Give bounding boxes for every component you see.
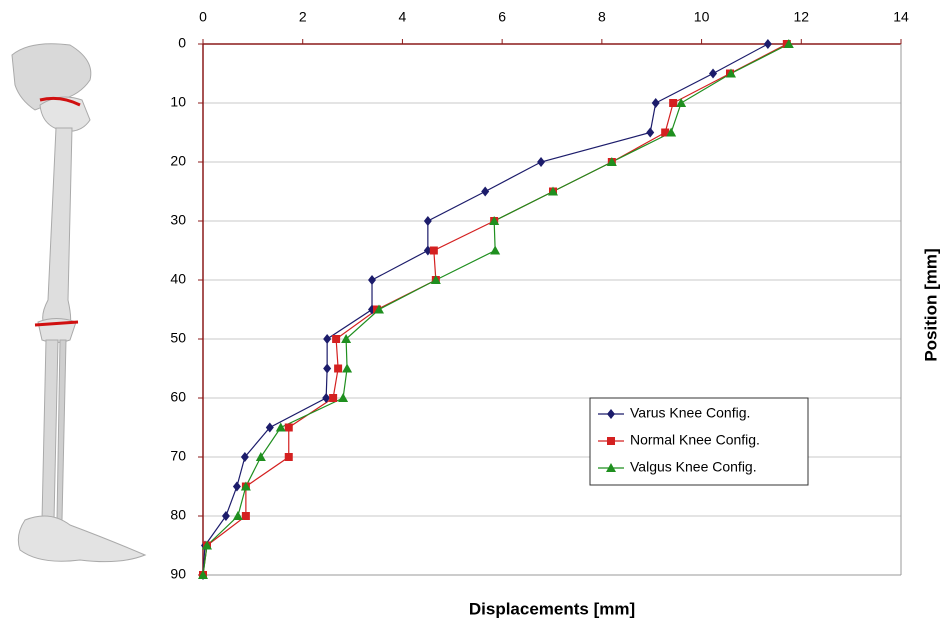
marker (607, 409, 615, 419)
leg-illustration (11, 43, 147, 563)
x-tick-label: 14 (893, 9, 909, 25)
marker (651, 98, 660, 108)
marker (607, 437, 615, 445)
marker (368, 275, 377, 285)
x-tick-label: 6 (498, 9, 506, 25)
legend: Varus Knee Config. Normal Knee Config. Val… (589, 397, 809, 486)
legend-box (589, 397, 809, 486)
y-tick-label: 80 (170, 507, 186, 523)
marker (537, 157, 546, 167)
marker (334, 364, 343, 373)
marker (323, 334, 332, 344)
marker (709, 68, 718, 79)
y-tick-label: 30 (170, 212, 186, 228)
marker (322, 393, 331, 403)
y-tick-label: 40 (170, 271, 186, 287)
marker (489, 216, 500, 225)
marker (725, 68, 736, 78)
x-tick-label: 4 (399, 9, 407, 25)
y-tick-label: 10 (170, 94, 186, 110)
marker (275, 422, 286, 432)
marker (232, 511, 243, 520)
x-tick-label: 12 (793, 9, 809, 25)
marker (255, 452, 266, 461)
y-tick-label: 60 (170, 389, 186, 405)
marker (606, 157, 617, 166)
marker (429, 246, 438, 255)
marker (221, 511, 230, 521)
marker (342, 363, 353, 373)
marker (676, 98, 687, 107)
legend-label: Valgus Knee Config. (630, 459, 757, 475)
y-tick-label: 90 (170, 566, 186, 582)
marker (323, 363, 332, 374)
marker (284, 423, 293, 432)
series-line (202, 43, 790, 576)
marker (241, 512, 250, 520)
y-tick-label: 50 (170, 330, 186, 346)
series-line (202, 43, 769, 576)
legend-label: Varus Knee Config. (630, 405, 750, 421)
marker (430, 275, 441, 284)
y-tick-label: 70 (170, 448, 186, 464)
marker (606, 463, 616, 472)
x-tick-label: 0 (199, 9, 207, 25)
marker (329, 394, 338, 402)
marker (240, 452, 249, 462)
marker (341, 334, 352, 343)
x-tick-label: 10 (694, 9, 710, 25)
x-axis-title: Displacements [mm] (469, 599, 635, 618)
marker (547, 186, 558, 196)
marker (646, 127, 655, 138)
y-tick-label: 20 (170, 153, 186, 169)
marker (284, 453, 293, 461)
marker (763, 39, 772, 49)
marker (198, 570, 208, 579)
marker (661, 128, 670, 137)
marker (332, 335, 341, 343)
x-tick-label: 2 (299, 9, 307, 25)
marker (783, 39, 794, 48)
marker (265, 422, 274, 433)
marker (338, 393, 349, 402)
marker (669, 99, 678, 107)
marker (481, 186, 490, 197)
marker (232, 481, 241, 492)
marker (373, 304, 384, 314)
marker (666, 127, 677, 137)
y-axis-title: Position [mm] (921, 248, 940, 361)
marker (201, 540, 212, 550)
series-line (202, 43, 788, 576)
marker (423, 216, 432, 226)
x-tick-label: 8 (598, 9, 606, 25)
marker (240, 481, 251, 491)
legend-label: Normal Knee Config. (630, 432, 760, 448)
marker (490, 245, 501, 255)
y-tick-label: 0 (178, 35, 186, 51)
